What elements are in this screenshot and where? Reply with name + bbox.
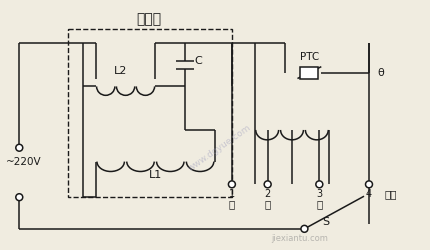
Text: 2: 2 (264, 189, 271, 199)
Text: www.dgyue.com: www.dgyue.com (187, 123, 253, 173)
Circle shape (316, 181, 323, 188)
Text: ~220V: ~220V (6, 156, 42, 166)
Text: θ: θ (377, 68, 384, 78)
Text: 微风: 微风 (384, 189, 397, 199)
Text: 快: 快 (229, 199, 235, 209)
Text: 电动机: 电动机 (136, 12, 161, 26)
Text: L1: L1 (149, 170, 162, 180)
Circle shape (366, 181, 372, 188)
Bar (301, 67, 318, 78)
Text: L2: L2 (114, 66, 127, 76)
Text: S: S (322, 217, 330, 227)
Text: 1: 1 (229, 189, 235, 199)
Text: 3: 3 (316, 189, 322, 199)
Text: jiexiantu.com: jiexiantu.com (271, 234, 328, 243)
Circle shape (228, 181, 235, 188)
Text: 4: 4 (366, 189, 372, 199)
Circle shape (301, 225, 308, 232)
Circle shape (264, 181, 271, 188)
Text: PTC: PTC (301, 52, 319, 62)
Text: 慢: 慢 (316, 199, 322, 209)
Text: 中: 中 (264, 199, 271, 209)
Text: C: C (194, 56, 202, 66)
Circle shape (16, 194, 23, 201)
Circle shape (16, 144, 23, 151)
